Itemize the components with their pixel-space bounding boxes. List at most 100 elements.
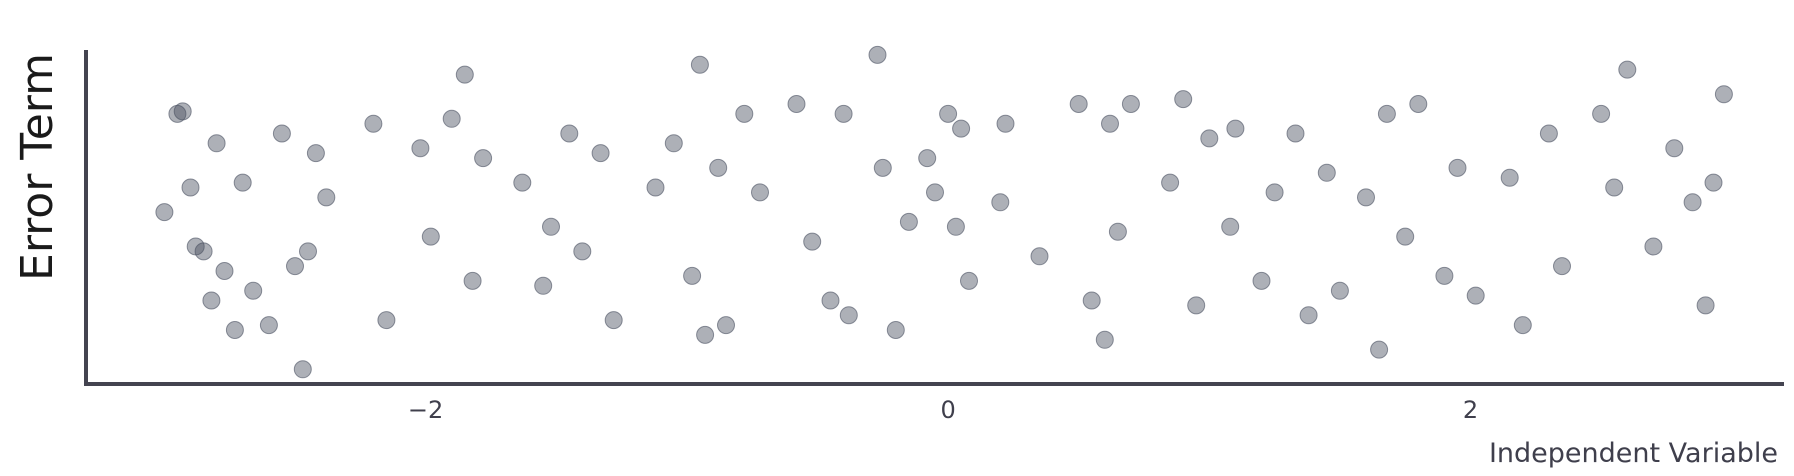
data-point (1221, 217, 1240, 236)
data-point (463, 271, 482, 290)
data-point (899, 212, 918, 231)
data-point (207, 134, 226, 153)
data-point (735, 104, 754, 123)
data-point (173, 102, 192, 121)
data-point (1605, 178, 1624, 197)
data-point (1357, 188, 1375, 207)
data-point (751, 183, 769, 202)
data-point (1539, 124, 1558, 143)
data-point (1030, 247, 1049, 266)
data-point (717, 316, 735, 335)
data-point (952, 119, 971, 138)
data-point (225, 321, 244, 339)
data-point (1513, 316, 1532, 335)
data-point (1317, 163, 1336, 182)
data-point (1299, 306, 1318, 325)
data-point (1187, 296, 1206, 315)
data-point (377, 311, 396, 330)
data-point (926, 183, 944, 202)
data-point (272, 124, 291, 143)
data-point (1618, 60, 1637, 79)
data-point (1592, 104, 1611, 123)
data-point (317, 188, 336, 207)
data-point (991, 193, 1010, 212)
y-axis-title: Error Term (12, 53, 63, 281)
data-point (1665, 139, 1684, 158)
data-point (646, 178, 665, 197)
data-point (1252, 271, 1271, 290)
x-ticks-layer: −2 0 2 (408, 396, 1478, 424)
data-point (821, 291, 840, 310)
data-point (293, 360, 312, 379)
data-point (834, 104, 853, 123)
data-point (918, 149, 937, 168)
data-point (1683, 193, 1702, 212)
data-point (1644, 237, 1663, 256)
data-point (1330, 281, 1349, 300)
data-point (696, 325, 715, 344)
data-point (664, 134, 683, 153)
data-point (286, 257, 304, 276)
data-point (411, 139, 430, 158)
x-tick-label: −2 (408, 396, 443, 424)
data-point (1226, 119, 1245, 138)
data-point (1377, 104, 1396, 123)
data-point (299, 242, 317, 261)
data-point (1069, 95, 1088, 113)
data-point (1466, 286, 1485, 305)
data-point (202, 291, 221, 310)
data-point (803, 232, 822, 251)
data-point (542, 217, 560, 236)
data-point (1161, 173, 1180, 192)
data-point (873, 158, 892, 177)
data-point (474, 149, 493, 168)
data-point (1396, 227, 1415, 246)
data-point (1704, 173, 1723, 192)
data-point (946, 217, 965, 236)
data-point (960, 271, 978, 290)
data-point (1435, 266, 1454, 285)
data-point (839, 306, 858, 325)
data-point (194, 242, 213, 261)
data-point (1200, 129, 1219, 148)
data-point (1409, 95, 1428, 113)
data-point (1101, 114, 1119, 133)
x-tick-label: 2 (1463, 396, 1478, 424)
data-point (1370, 340, 1389, 359)
data-point (215, 262, 234, 280)
data-point (1286, 124, 1305, 143)
data-point (455, 65, 474, 84)
data-point (1265, 183, 1284, 202)
data-point (442, 109, 461, 128)
x-tick-label: 0 (940, 396, 955, 424)
data-point (690, 55, 709, 74)
data-point (421, 227, 440, 246)
data-point (1108, 222, 1127, 241)
data-point (868, 45, 887, 64)
data-point (560, 124, 579, 143)
data-point (244, 281, 263, 300)
data-point (1174, 90, 1193, 109)
data-point (1082, 291, 1101, 310)
data-point (1095, 330, 1114, 349)
points-layer (155, 45, 1733, 379)
data-point (1448, 158, 1467, 177)
data-point (1553, 257, 1571, 276)
data-point (364, 114, 383, 133)
data-point (259, 316, 278, 335)
data-point (306, 144, 325, 163)
data-point (181, 178, 200, 197)
data-point (573, 242, 592, 261)
data-point (604, 311, 623, 330)
data-point (683, 266, 702, 285)
x-axis-title: Independent Variable (1489, 438, 1778, 469)
data-point (591, 144, 610, 163)
data-point (534, 276, 553, 295)
data-point (1714, 85, 1733, 104)
data-point (513, 173, 532, 192)
data-point (1696, 296, 1715, 315)
data-point (939, 104, 958, 123)
data-point (1500, 168, 1519, 187)
data-point (996, 114, 1015, 133)
